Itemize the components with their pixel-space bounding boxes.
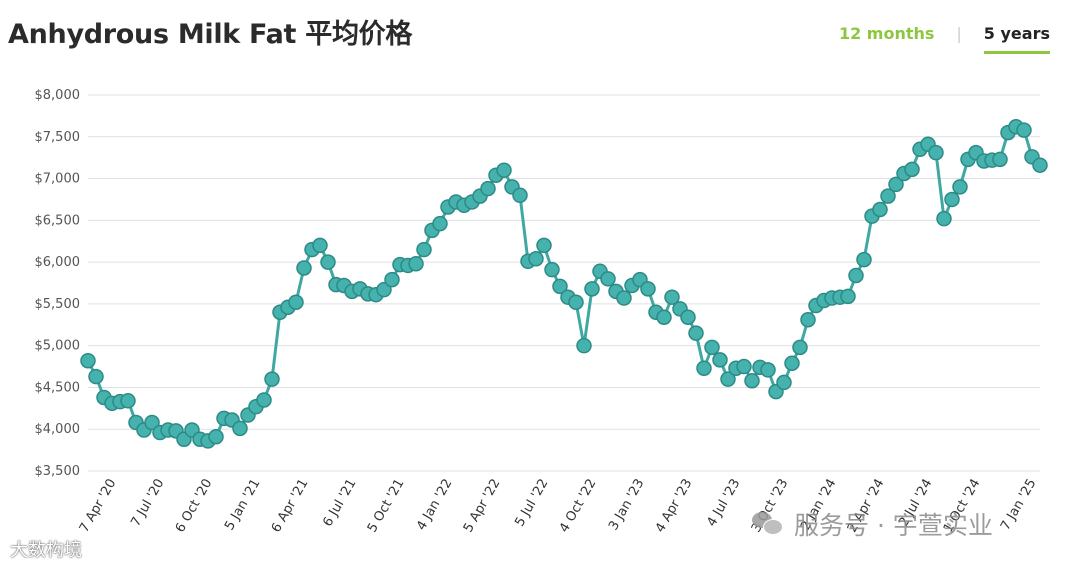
x-tick-label: 5 Jul '22 — [512, 477, 551, 530]
data-point[interactable] — [416, 241, 432, 258]
data-point[interactable] — [904, 161, 920, 178]
x-tick-label: 5 Oct '21 — [365, 477, 408, 536]
x-tick-label: 4 Apr '23 — [653, 477, 696, 536]
watermark-right-text: 服务号 · 宇萱实业 — [794, 511, 993, 540]
y-tick-label: $7,000 — [35, 172, 81, 187]
data-point[interactable] — [720, 371, 736, 387]
data-point[interactable] — [664, 289, 680, 305]
y-tick-label: $6,500 — [35, 213, 81, 228]
x-tick-label: 6 Oct '20 — [173, 477, 216, 536]
grid-lines — [88, 94, 1040, 472]
data-point[interactable] — [312, 237, 328, 254]
watermark-right: 服务号 · 宇萱实业 — [752, 506, 993, 542]
x-tick-label: 4 Jan '22 — [414, 477, 455, 534]
y-tick-label: $8,000 — [35, 88, 81, 103]
x-tick-label: 4 Jul '23 — [704, 477, 743, 530]
data-point[interactable] — [408, 256, 424, 272]
data-point[interactable] — [744, 373, 760, 389]
data-point[interactable] — [800, 312, 816, 328]
watermark-left: 大数构境 — [10, 540, 82, 561]
y-tick-label: $6,000 — [35, 255, 81, 270]
x-tick-label: 3 Jan '23 — [606, 477, 647, 534]
x-tick-label: 7 Jan '25 — [998, 477, 1039, 534]
data-point[interactable] — [144, 414, 160, 431]
data-point[interactable] — [992, 151, 1008, 168]
x-tick-label: 5 Jan '21 — [222, 477, 263, 534]
data-point[interactable] — [208, 428, 224, 445]
data-point[interactable] — [296, 260, 312, 276]
data-point[interactable] — [320, 254, 336, 270]
data-point[interactable] — [288, 294, 304, 310]
x-tick-label: 7 Jul '20 — [128, 477, 167, 530]
data-point[interactable] — [760, 362, 776, 378]
data-point[interactable] — [256, 392, 272, 408]
data-point[interactable] — [704, 339, 720, 356]
data-point[interactable] — [496, 162, 512, 178]
data-point[interactable] — [784, 355, 800, 371]
data-point[interactable] — [952, 179, 968, 195]
data-point[interactable] — [376, 281, 392, 298]
data-point[interactable] — [120, 393, 136, 409]
y-tick-label: $7,500 — [35, 130, 81, 145]
data-point[interactable] — [640, 281, 656, 297]
x-tick-label: 6 Apr '21 — [269, 477, 312, 536]
data-point[interactable] — [888, 176, 904, 193]
data-point[interactable] — [776, 374, 792, 391]
data-point[interactable] — [840, 288, 856, 305]
data-point[interactable] — [552, 278, 568, 295]
data-point[interactable] — [656, 309, 672, 326]
data-point[interactable] — [232, 420, 248, 437]
data-point[interactable] — [512, 187, 528, 204]
y-tick-label: $5,000 — [35, 339, 81, 354]
data-point[interactable] — [1016, 122, 1032, 138]
wechat-icon — [752, 512, 783, 536]
y-tick-label: $4,000 — [35, 422, 81, 437]
data-point[interactable] — [536, 237, 552, 254]
data-point[interactable] — [480, 180, 496, 197]
time-range-tabs: 12 months | 5 years — [839, 22, 1050, 54]
data-point[interactable] — [880, 188, 896, 204]
data-point[interactable] — [872, 201, 888, 218]
y-tick-label: $3,500 — [35, 464, 81, 479]
data-point[interactable] — [80, 352, 96, 369]
y-tick-label: $4,500 — [35, 380, 81, 395]
data-point[interactable] — [688, 325, 704, 341]
x-tick-label: 6 Jul '21 — [320, 477, 359, 530]
data-point[interactable] — [384, 271, 400, 288]
data-point[interactable] — [528, 251, 544, 267]
y-axis-ticks: $3,500 $4,000 $4,500 $5,000 $5,500 $6,000 $6,5… — [35, 88, 81, 479]
page-title: Anhydrous Milk Fat 平均价格 — [8, 19, 413, 50]
data-point[interactable] — [264, 371, 280, 387]
data-point[interactable] — [600, 271, 616, 287]
x-tick-label: 4 Oct '22 — [557, 477, 600, 536]
tab-12-months[interactable]: 12 months — [838, 24, 935, 43]
data-point[interactable] — [792, 339, 808, 356]
data-point[interactable] — [680, 309, 696, 326]
data-point[interactable] — [576, 337, 592, 354]
data-point[interactable] — [712, 352, 728, 368]
data-point[interactable] — [856, 251, 872, 268]
data-point[interactable] — [432, 215, 448, 232]
x-tick-label: 5 Apr '22 — [461, 477, 504, 536]
data-point[interactable] — [736, 358, 752, 375]
data-point[interactable] — [584, 281, 600, 297]
data-point[interactable] — [936, 210, 952, 227]
data-point[interactable] — [544, 261, 560, 278]
data-point[interactable] — [696, 360, 712, 376]
tab-5-years[interactable]: 5 years — [983, 22, 1050, 54]
data-point[interactable] — [568, 294, 584, 310]
data-point[interactable] — [928, 144, 944, 161]
data-point[interactable] — [1032, 157, 1048, 173]
data-point[interactable] — [848, 267, 864, 284]
y-tick-label: $5,500 — [35, 297, 81, 312]
x-tick-label: 7 Apr '20 — [77, 477, 120, 536]
data-point[interactable] — [616, 290, 632, 306]
data-point[interactable] — [88, 368, 104, 385]
data-points — [80, 119, 1048, 449]
tab-divider: | — [956, 24, 962, 43]
data-point[interactable] — [944, 191, 960, 208]
